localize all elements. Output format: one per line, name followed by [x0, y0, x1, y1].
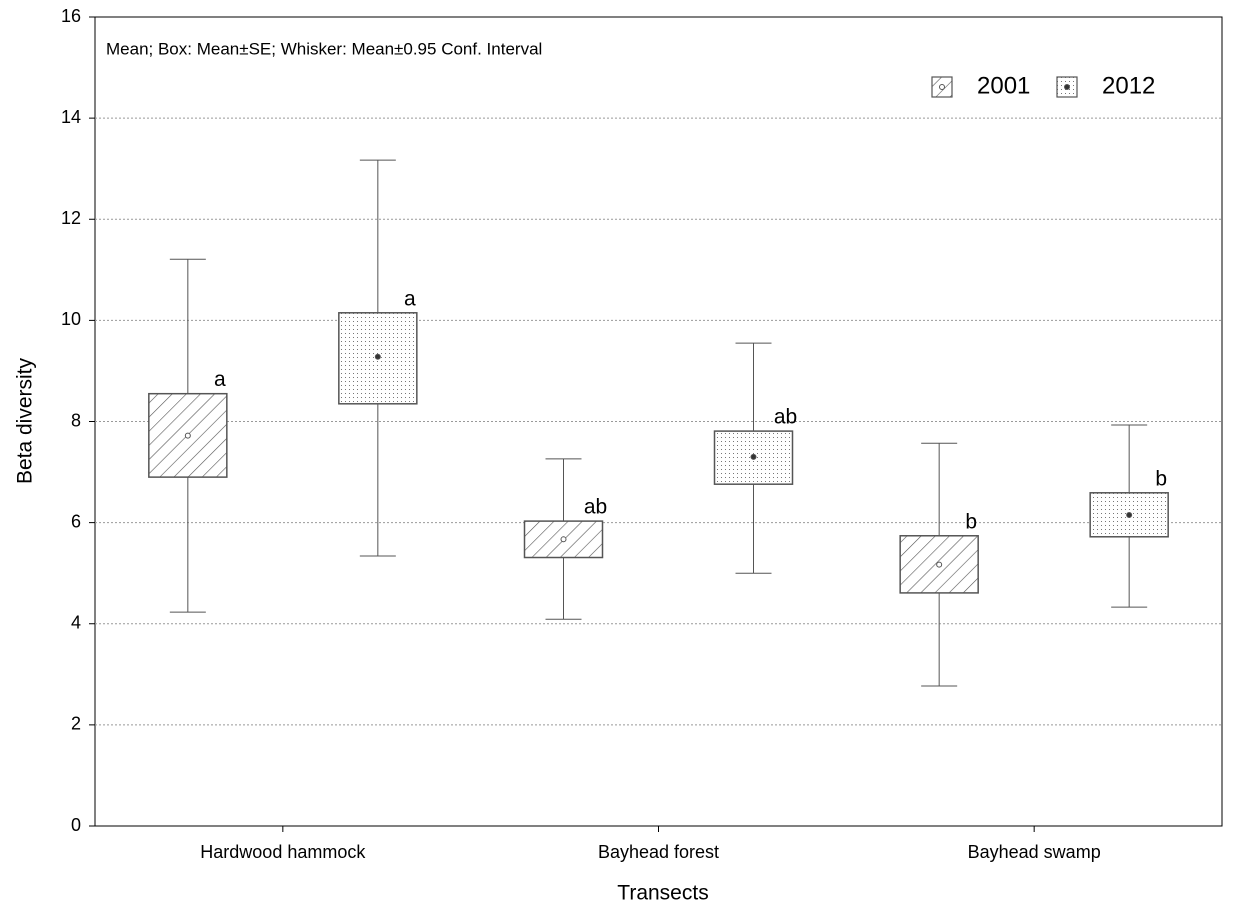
legend-label: 2001: [977, 72, 1030, 99]
x-tick-label: Bayhead swamp: [968, 842, 1101, 862]
group-letter: b: [965, 510, 977, 533]
y-tick-label: 10: [61, 309, 81, 329]
group-letter: b: [1155, 467, 1167, 490]
y-tick-label: 2: [71, 714, 81, 734]
mean-point: [560, 536, 567, 543]
legend-label: 2012: [1102, 72, 1155, 99]
y-tick-label: 16: [61, 6, 81, 26]
y-tick-label: 4: [71, 613, 81, 633]
mean-point: [1126, 512, 1133, 519]
mean-point: [184, 432, 191, 439]
group-letter: a: [404, 287, 416, 310]
legend-mean: [1064, 84, 1070, 90]
y-tick-label: 8: [71, 410, 81, 430]
group-letter: a: [214, 368, 226, 391]
y-axis-label: Beta diversity: [14, 357, 37, 484]
x-tick-label: Hardwood hammock: [200, 842, 366, 862]
y-tick-label: 6: [71, 511, 81, 531]
y-tick-label: 0: [71, 815, 81, 835]
x-tick-label: Bayhead forest: [598, 842, 719, 862]
annotation: Mean; Box: Mean±SE; Whisker: Mean±0.95 C…: [106, 39, 542, 58]
x-axis-label: Transects: [617, 882, 708, 905]
mean-point: [374, 353, 381, 360]
legend-mean: [939, 84, 945, 90]
group-letter: ab: [584, 496, 607, 519]
mean-point: [750, 453, 757, 460]
y-tick-label: 12: [61, 208, 81, 228]
y-tick-label: 14: [61, 107, 81, 127]
mean-point: [936, 561, 943, 568]
group-letter: ab: [774, 406, 797, 429]
